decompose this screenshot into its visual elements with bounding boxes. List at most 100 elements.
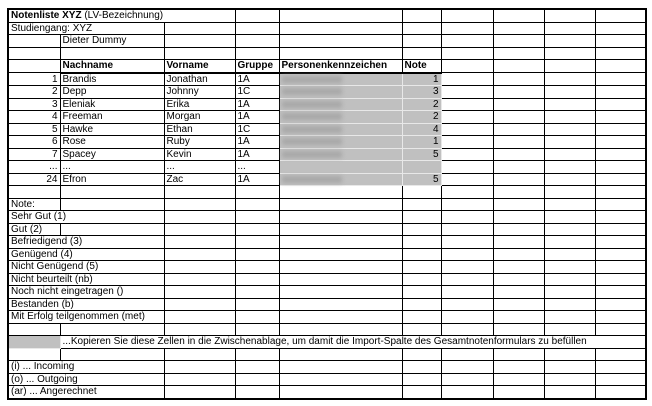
cell[interactable] — [543, 360, 596, 374]
cell[interactable] — [594, 247, 647, 261]
cell[interactable] — [594, 197, 647, 211]
cell[interactable] — [278, 385, 403, 399]
cell[interactable] — [278, 21, 403, 35]
cell[interactable] — [492, 160, 545, 174]
cell[interactable] — [543, 385, 596, 399]
cell[interactable] — [594, 110, 647, 124]
cell[interactable] — [492, 46, 545, 60]
cell[interactable] — [278, 185, 403, 199]
cell[interactable] — [543, 8, 596, 23]
cell[interactable] — [163, 46, 236, 60]
cell[interactable] — [234, 260, 280, 274]
cell[interactable] — [543, 272, 596, 286]
cell[interactable] — [492, 297, 545, 311]
cell[interactable] — [594, 347, 647, 361]
cell[interactable] — [543, 59, 596, 73]
cell[interactable] — [594, 34, 647, 48]
cell[interactable] — [492, 260, 545, 274]
cell[interactable] — [440, 160, 494, 174]
cell[interactable] — [59, 222, 165, 236]
cell[interactable] — [492, 372, 545, 386]
cell[interactable] — [163, 21, 236, 35]
student-group[interactable]: 1A — [234, 110, 280, 124]
cell[interactable] — [440, 285, 494, 299]
cell[interactable] — [7, 46, 61, 60]
cell[interactable] — [234, 185, 280, 199]
cell[interactable] — [543, 310, 596, 324]
cell[interactable] — [278, 197, 403, 211]
studiengang[interactable]: Studiengang: XYZ — [7, 21, 165, 35]
cell[interactable] — [492, 59, 545, 73]
student-firstname[interactable]: Johnny — [163, 85, 236, 99]
student-id-redacted[interactable] — [278, 160, 403, 174]
cell[interactable] — [440, 21, 494, 35]
cell[interactable] — [401, 34, 442, 48]
cell[interactable] — [440, 210, 494, 224]
cell[interactable] — [401, 235, 442, 249]
cell[interactable] — [401, 222, 442, 236]
cell[interactable] — [7, 59, 61, 73]
cell[interactable] — [163, 247, 236, 261]
cell[interactable] — [440, 110, 494, 124]
cell[interactable] — [492, 222, 545, 236]
cell[interactable] — [234, 210, 280, 224]
student-group[interactable]: 1A — [234, 72, 280, 86]
student-number[interactable]: 1 — [7, 72, 61, 86]
cell[interactable] — [440, 8, 494, 23]
cell[interactable] — [440, 297, 494, 311]
cell[interactable] — [594, 385, 647, 399]
cell[interactable] — [440, 34, 494, 48]
cell[interactable] — [492, 122, 545, 136]
mobility-legend-label[interactable]: (ar) ... Angerechnet — [7, 385, 165, 399]
mobility-legend-label[interactable]: (o) ... Outgoing — [7, 372, 165, 386]
cell[interactable] — [440, 185, 494, 199]
student-lastname[interactable]: Efron — [59, 172, 165, 186]
cell[interactable] — [163, 322, 236, 336]
cell[interactable] — [163, 260, 236, 274]
cell[interactable] — [234, 247, 280, 261]
cell[interactable] — [492, 247, 545, 261]
cell[interactable] — [543, 97, 596, 111]
student-id-redacted[interactable] — [278, 72, 403, 86]
cell[interactable] — [594, 310, 647, 324]
cell[interactable] — [492, 8, 545, 23]
cell[interactable] — [594, 8, 647, 23]
cell[interactable] — [401, 360, 442, 374]
cell[interactable] — [401, 372, 442, 386]
cell[interactable] — [59, 347, 165, 361]
cell[interactable] — [163, 272, 236, 286]
cell[interactable] — [543, 72, 596, 86]
cell[interactable] — [234, 46, 280, 60]
cell[interactable] — [440, 135, 494, 149]
cell[interactable] — [440, 97, 494, 111]
cell[interactable] — [543, 322, 596, 336]
student-group[interactable]: 1A — [234, 135, 280, 149]
cell[interactable] — [440, 260, 494, 274]
cell[interactable] — [278, 360, 403, 374]
cell[interactable] — [492, 110, 545, 124]
cell[interactable] — [440, 372, 494, 386]
cell[interactable] — [543, 235, 596, 249]
student-number[interactable]: 24 — [7, 172, 61, 186]
cell[interactable] — [401, 347, 442, 361]
cell[interactable] — [401, 185, 442, 199]
cell[interactable] — [543, 135, 596, 149]
student-group[interactable]: 1A — [234, 147, 280, 161]
cell[interactable] — [492, 322, 545, 336]
cell[interactable] — [440, 247, 494, 261]
student-grade[interactable] — [401, 160, 442, 174]
cell[interactable] — [594, 372, 647, 386]
cell[interactable] — [594, 235, 647, 249]
student-grade[interactable]: 1 — [401, 72, 442, 86]
cell[interactable] — [594, 59, 647, 73]
cell[interactable] — [492, 172, 545, 186]
cell[interactable] — [163, 210, 236, 224]
cell[interactable] — [543, 297, 596, 311]
cell[interactable] — [440, 46, 494, 60]
student-lastname[interactable]: Eleniak — [59, 97, 165, 111]
cell[interactable] — [594, 135, 647, 149]
cell[interactable] — [59, 197, 165, 211]
cell[interactable] — [543, 210, 596, 224]
cell[interactable] — [440, 59, 494, 73]
grade-legend-label[interactable]: Befriedigend (3) — [7, 235, 165, 249]
